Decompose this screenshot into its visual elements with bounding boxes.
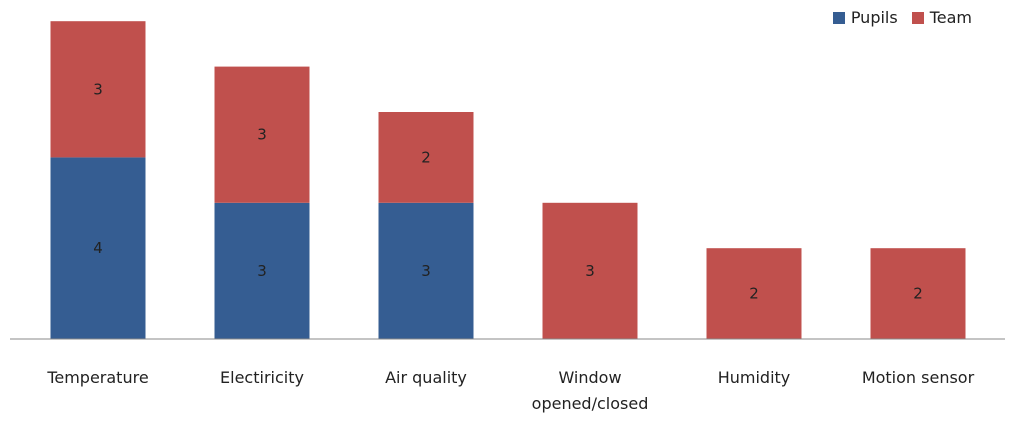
data-label-team-motion-sensor: 2 [913,285,923,303]
tick-label-temperature: Temperature [46,368,148,387]
bar-team-motion-sensor [870,248,966,339]
tick-label-electiricity: Electiricity [220,368,304,387]
data-label-team-window-opened-closed: 3 [585,262,595,280]
data-label-team-air-quality: 2 [421,148,431,166]
bar-team-electiricity [214,66,310,203]
data-label-pupils-electiricity: 3 [257,262,267,280]
legend-label-pupils: Pupils [850,8,898,27]
legend-swatch-team [911,11,924,24]
legend-swatch-pupils [832,11,845,24]
tick-label-motion-sensor: Motion sensor [862,368,975,387]
tick-label-window-opened-closed: Window opened/closed [532,368,649,413]
tick-label-air-quality: Air quality [385,368,467,387]
bars-layer: 4 3 3 3 3 2 3 2 2 [50,21,966,339]
bar-pupils-air-quality [378,202,474,339]
legend-item-pupils: Pupils [832,8,898,27]
legend-label-team: Team [929,8,972,27]
bar-pupils-electiricity [214,202,310,339]
data-label-team-electiricity: 3 [257,126,267,144]
bar-team-air-quality [378,112,474,203]
data-label-team-temperature: 3 [93,80,103,98]
legend-item-team: Team [911,8,972,27]
bar-pupils-temperature [50,157,146,339]
legend: Pupils Team [832,8,972,27]
bar-team-window-opened-closed [542,202,638,339]
data-label-pupils-air-quality: 3 [421,262,431,280]
labels-layer: Temperature Electiricity Air quality Window… [46,368,974,413]
bar-team-temperature [50,21,146,158]
bar-team-humidity [706,248,802,339]
data-label-pupils-temperature: 4 [93,239,103,257]
tick-label-humidity: Humidity [718,368,791,387]
data-label-team-humidity: 2 [749,285,759,303]
